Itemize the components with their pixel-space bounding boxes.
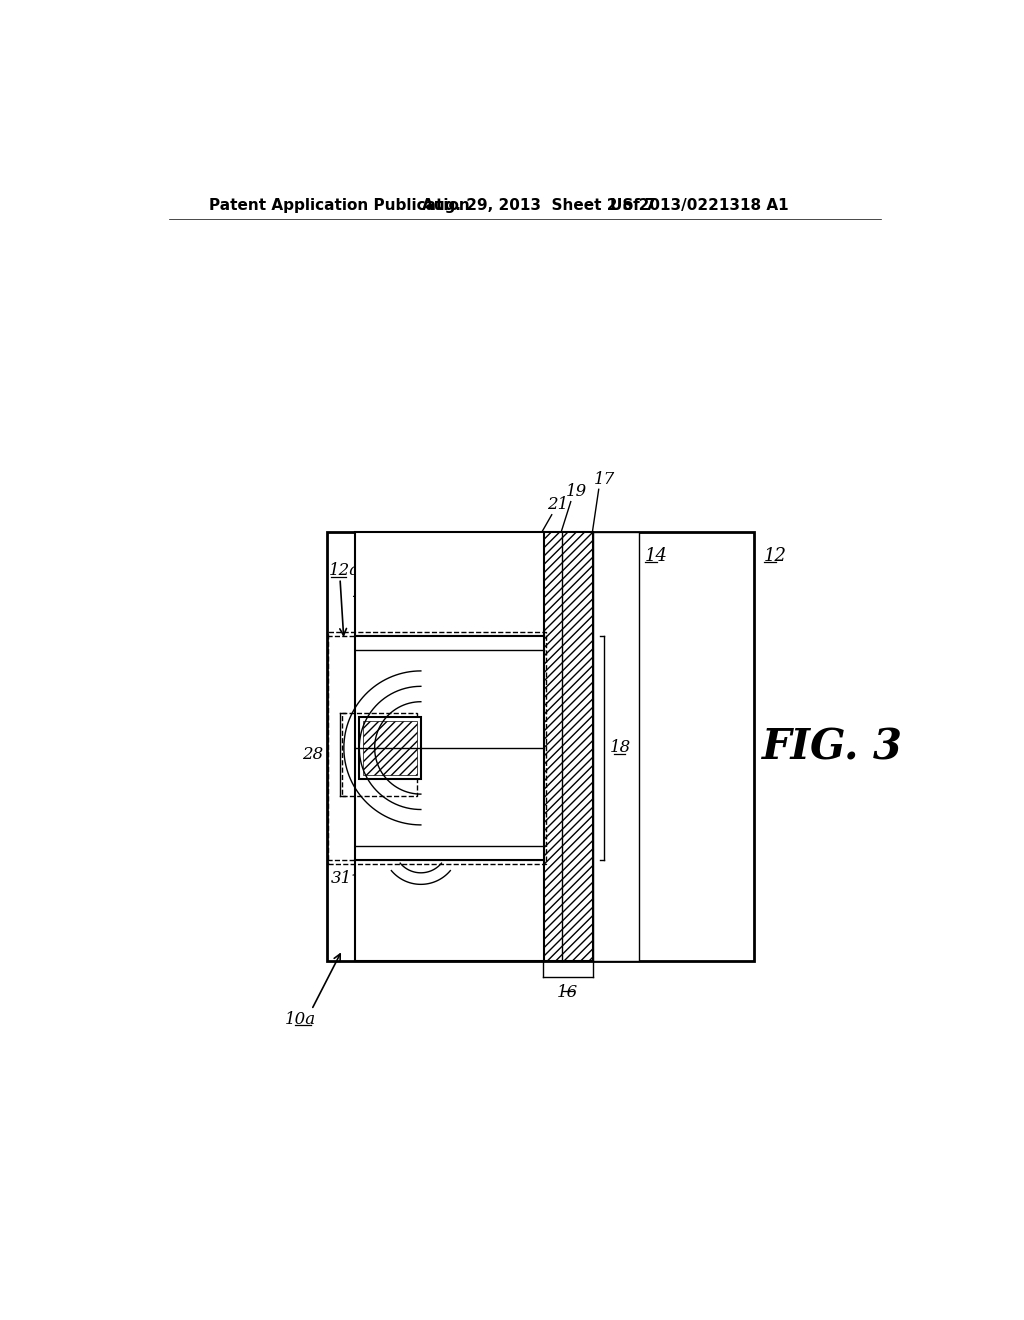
Text: 26: 26 [391, 875, 413, 892]
Bar [355, 859, 544, 961]
Text: 12a: 12a [330, 562, 360, 579]
Text: 21: 21 [547, 496, 568, 513]
Bar [355, 532, 544, 636]
Text: 28: 28 [302, 746, 323, 763]
Text: Aug. 29, 2013  Sheet 2 of 7: Aug. 29, 2013 Sheet 2 of 7 [422, 198, 655, 213]
Bar [593, 532, 639, 961]
Text: 24: 24 [472, 727, 494, 744]
Text: 12: 12 [764, 546, 786, 565]
Text: US 2013/0221318 A1: US 2013/0221318 A1 [609, 198, 788, 213]
Text: 34: 34 [513, 635, 534, 652]
Bar [364, 721, 417, 775]
Text: 29: 29 [383, 603, 404, 620]
Text: 14: 14 [645, 546, 668, 565]
Text: 19: 19 [566, 483, 588, 500]
Bar [543, 532, 593, 961]
Text: 34: 34 [513, 845, 534, 861]
Text: 16: 16 [557, 985, 579, 1002]
Bar [342, 713, 417, 796]
Bar [329, 632, 546, 863]
Bar [327, 532, 755, 961]
Text: 22: 22 [352, 585, 374, 602]
Text: 31: 31 [331, 870, 351, 887]
Text: Patent Application Publication: Patent Application Publication [209, 198, 470, 213]
Text: 17: 17 [594, 471, 615, 488]
Text: FIG. 3: FIG. 3 [762, 727, 903, 770]
Bar [359, 717, 421, 779]
Text: 36: 36 [422, 902, 446, 920]
Text: 18: 18 [610, 739, 632, 756]
Text: 10a: 10a [285, 1011, 315, 1027]
Bar [355, 636, 544, 859]
Text: 27: 27 [368, 597, 389, 612]
Text: 36: 36 [422, 576, 446, 593]
